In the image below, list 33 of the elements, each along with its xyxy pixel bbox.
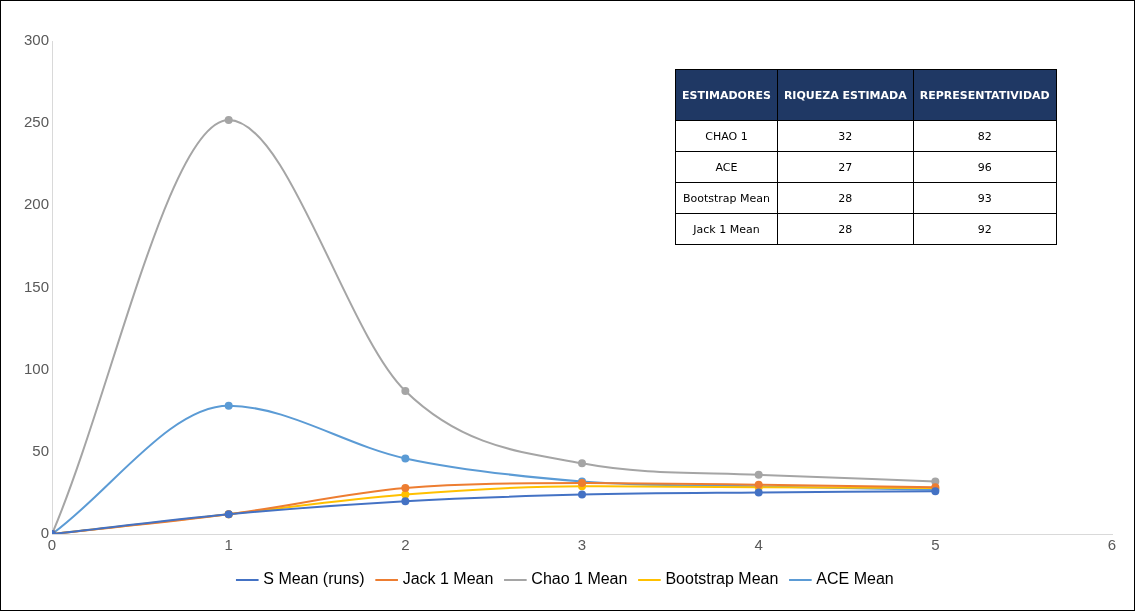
x-tick-label: 1 xyxy=(224,536,233,554)
legend-label: Bootstrap Mean xyxy=(665,570,779,588)
annotation: RIQUEZA ESTIMADA xyxy=(777,69,914,121)
y-tick-label: 200 xyxy=(24,195,50,213)
annotation: 27 xyxy=(777,151,914,183)
y-tick-label: 0 xyxy=(40,524,50,542)
annotation: REPRESENTATIVIDAD xyxy=(913,69,1057,121)
annotation: 82 xyxy=(913,120,1057,152)
annotation: Jack 1 Mean xyxy=(675,213,778,245)
annotation: ACE xyxy=(675,151,778,183)
x-tick-label: 6 xyxy=(1107,536,1117,554)
x-tick-label: 3 xyxy=(577,536,587,554)
annotation: CHAO 1 xyxy=(675,120,778,152)
y-tick-label: 100 xyxy=(24,359,50,377)
legend-label: ACE Mean xyxy=(816,570,894,588)
legend-label: Chao 1 Mean xyxy=(531,570,628,588)
annotation: 28 xyxy=(777,213,914,245)
y-tick-label: 150 xyxy=(24,277,50,295)
legend-label: S Mean (runs) xyxy=(263,570,365,588)
legend-label: Jack 1 Mean xyxy=(402,570,494,588)
y-tick-label: 50 xyxy=(32,441,50,459)
annotation: Bootstrap Mean xyxy=(675,182,778,214)
annotation: 92 xyxy=(913,213,1057,245)
annotation: 32 xyxy=(777,120,914,152)
x-tick-label: 5 xyxy=(931,536,940,554)
annotation: 96 xyxy=(913,151,1057,183)
x-tick-label: 2 xyxy=(401,536,410,554)
y-tick-label: 250 xyxy=(24,113,50,131)
annotation: 93 xyxy=(913,182,1057,214)
annotation: 28 xyxy=(777,182,914,214)
y-tick-label: 300 xyxy=(24,31,50,49)
annotation: ESTIMADORES xyxy=(675,69,778,121)
x-tick-label: 4 xyxy=(754,536,763,554)
